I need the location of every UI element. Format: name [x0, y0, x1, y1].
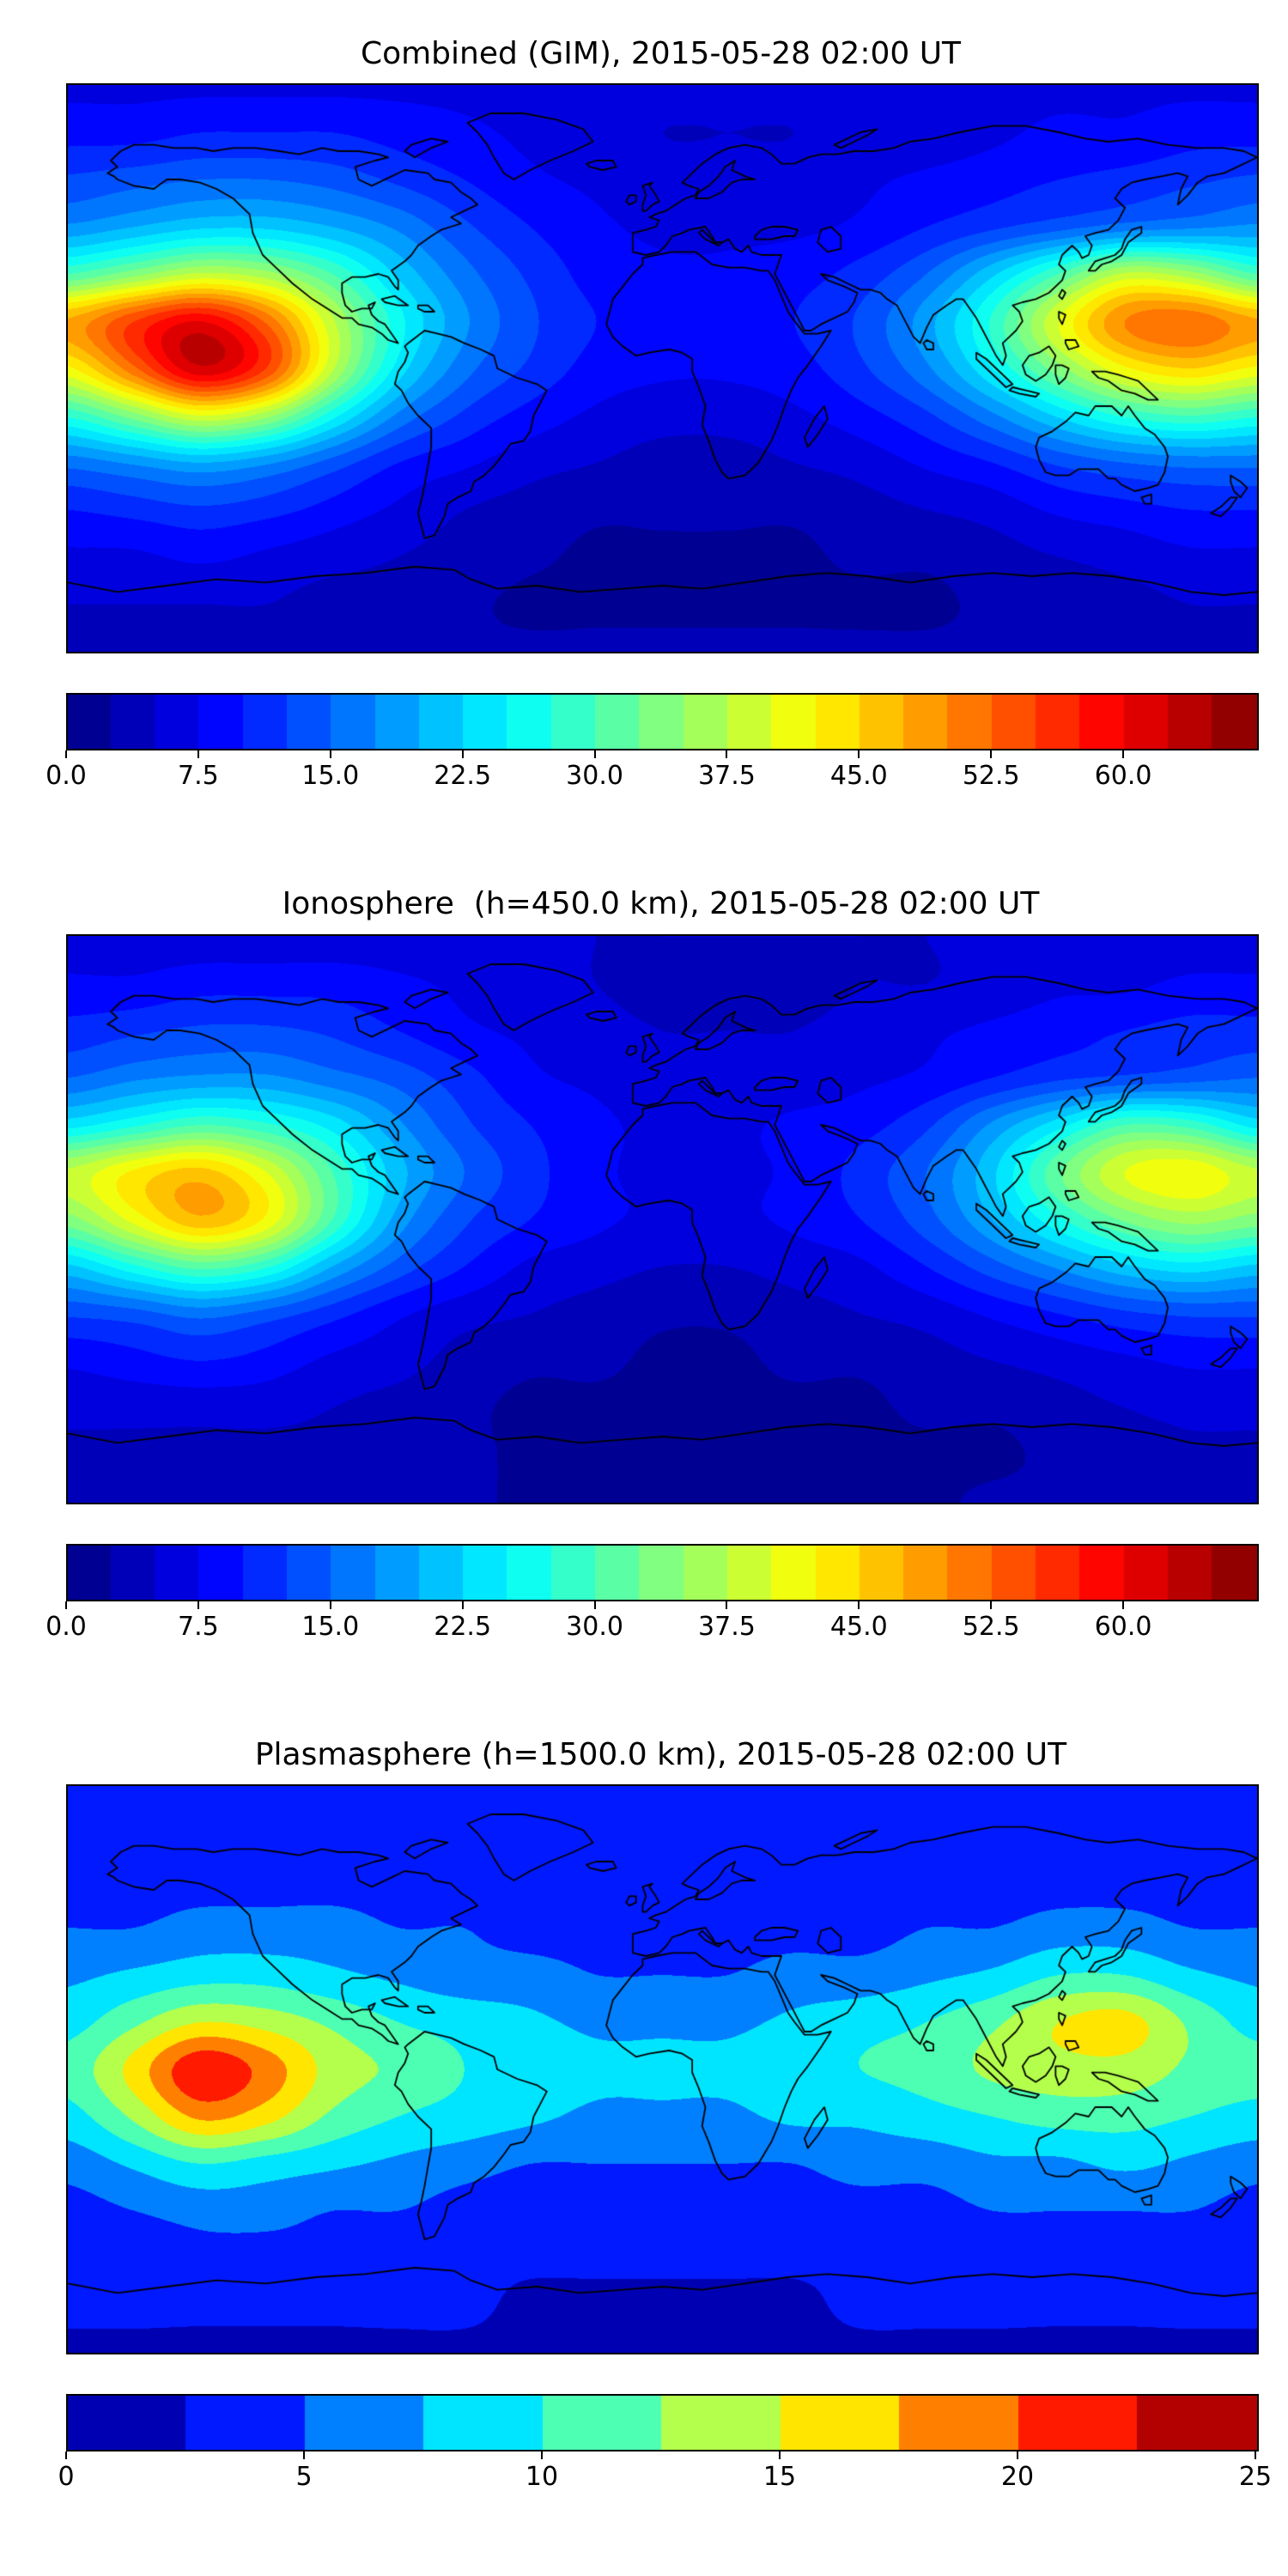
- colorbar-tick-mark: [726, 1601, 728, 1609]
- colorbar-tick-label: 37.5: [698, 1611, 756, 1642]
- colorbar-tick-mark: [726, 750, 728, 759]
- colorbar-tick-label: 15.0: [301, 1611, 360, 1642]
- colorbar-tick-mark: [541, 2451, 543, 2460]
- colorbar-tick-mark: [1017, 2451, 1018, 2460]
- panel-ionosphere: Ionosphere (h=450.0 km), 2015-05-28 02:0…: [46, 886, 1259, 1646]
- colorbar-tick-mark: [303, 2451, 305, 2460]
- colorbar-tick-mark: [990, 750, 993, 759]
- colorbar-tick-mark: [858, 1601, 860, 1609]
- panel-plasmasphere: Plasmasphere (h=1500.0 km), 2015-05-28 0…: [58, 1736, 1272, 2496]
- colorbar-tick-mark: [65, 750, 67, 759]
- colorbar-tick-mark: [990, 1601, 993, 1609]
- colorbar-tick-mark: [1122, 1601, 1125, 1609]
- colorbar-tick-label: 0.0: [46, 761, 87, 792]
- panel-title: Combined (GIM), 2015-05-28 02:00 UT: [360, 36, 962, 71]
- colorbar-ticks: 0.0 7.5 15.0 22.5 30.0 37.5 45.0 52.5 60.0: [46, 750, 1255, 795]
- colorbar-tick-mark: [329, 1601, 331, 1609]
- panel-title: Plasmasphere (h=1500.0 km), 2015-05-28 0…: [254, 1736, 1067, 1772]
- panel-title: Ionosphere (h=450.0 km), 2015-05-28 02:0…: [282, 886, 1040, 922]
- colorbar-tick-label: 10: [525, 2462, 559, 2493]
- colorbar-tick-label: 25: [1238, 2462, 1273, 2493]
- colorbar-canvas: [66, 1543, 1259, 1601]
- colorbar-tick-label: 20: [1000, 2462, 1035, 2493]
- colorbar-tick-label: 7.5: [178, 1611, 219, 1642]
- colorbar-tick-label: 22.5: [434, 761, 492, 792]
- colorbar-tick-label: 37.5: [698, 761, 756, 792]
- colorbar-ticks: 0.0 7.5 15.0 22.5 30.0 37.5 45.0 52.5 60.0: [46, 1601, 1255, 1646]
- colorbar-tick-label: 52.5: [962, 1611, 1020, 1642]
- colorbar-tick-label: 15.0: [301, 761, 360, 792]
- colorbar-tick-mark: [593, 1601, 596, 1609]
- figure: Combined (GIM), 2015-05-28 02:00 UT 0.0 7…: [46, 36, 1272, 2496]
- colorbar-ticks: 0 5 10 15 20 25: [58, 2451, 1272, 2496]
- world-map-canvas: [66, 83, 1259, 654]
- colorbar-canvas: [66, 693, 1259, 751]
- colorbar-tick-mark: [197, 1601, 199, 1609]
- colorbar-tick-label: 60.0: [1094, 1611, 1152, 1642]
- colorbar-tick-label: 15: [762, 2462, 797, 2493]
- colorbar-tick-label: 45.0: [829, 1611, 888, 1642]
- colorbar-tick-mark: [65, 2451, 67, 2460]
- colorbar-tick-mark: [858, 750, 860, 759]
- colorbar-tick-label: 22.5: [434, 1611, 492, 1642]
- colorbar-tick-mark: [329, 750, 331, 759]
- colorbar-tick-label: 30.0: [566, 1611, 623, 1642]
- colorbar-tick-mark: [779, 2451, 781, 2460]
- panel-combined: Combined (GIM), 2015-05-28 02:00 UT 0.0 7…: [46, 36, 1259, 795]
- world-map-canvas: [66, 933, 1259, 1504]
- colorbar-tick-label: 52.5: [962, 761, 1020, 792]
- colorbar-tick-mark: [65, 1601, 67, 1609]
- colorbar-tick-label: 30.0: [566, 761, 623, 792]
- world-map-canvas: [66, 1784, 1259, 2355]
- colorbar-tick-mark: [461, 1601, 464, 1609]
- colorbar-tick-label: 7.5: [178, 761, 219, 792]
- colorbar-tick-mark: [1122, 750, 1125, 759]
- colorbar-tick-mark: [197, 750, 199, 759]
- colorbar-canvas: [66, 2394, 1259, 2452]
- colorbar-tick-mark: [1255, 2451, 1256, 2460]
- colorbar-tick-mark: [461, 750, 464, 759]
- colorbar-tick-label: 60.0: [1094, 761, 1152, 792]
- colorbar-tick-mark: [593, 750, 596, 759]
- colorbar-tick-label: 0: [58, 2462, 75, 2493]
- colorbar-tick-label: 5: [295, 2462, 313, 2493]
- colorbar-tick-label: 0.0: [46, 1611, 87, 1642]
- colorbar-tick-label: 45.0: [829, 761, 888, 792]
